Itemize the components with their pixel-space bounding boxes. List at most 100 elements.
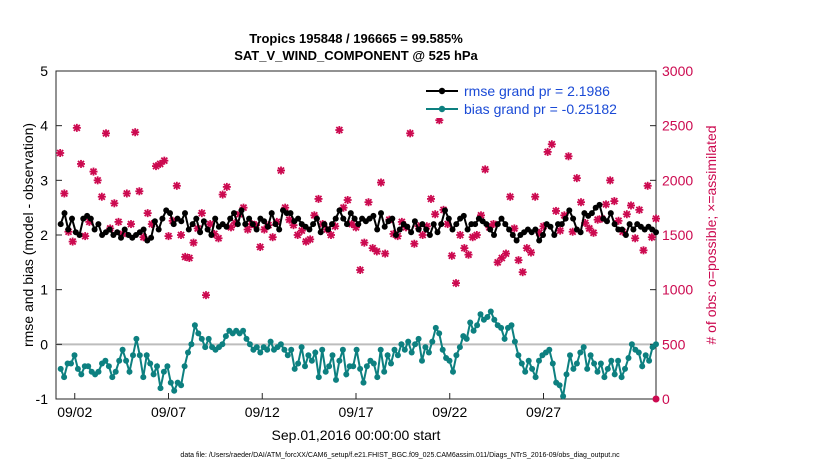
rmse-series (57, 201, 659, 244)
y-axis-right-label: # of obs: o=possible; ×=assimilated (703, 125, 719, 344)
rmse-point (506, 226, 513, 233)
bias-point (546, 346, 553, 353)
bias-point (615, 357, 622, 364)
rmse-point (87, 215, 94, 222)
bias-point (377, 346, 384, 353)
count-marker (218, 190, 227, 199)
bias-point (625, 355, 632, 361)
rmse-point (317, 229, 324, 236)
bias-point (119, 346, 126, 353)
bias-point (198, 335, 205, 342)
bias-point (628, 341, 635, 348)
rmse-point (193, 215, 200, 222)
bias-point (243, 335, 250, 342)
rmse-point (630, 226, 637, 233)
bias-point (191, 322, 198, 329)
count-marker (527, 248, 535, 257)
rmse-point (287, 210, 294, 217)
rmse-point (509, 232, 516, 238)
count-marker (343, 196, 352, 205)
rmse-point (453, 221, 460, 228)
count-marker (427, 194, 435, 203)
rmse-point (415, 226, 422, 233)
bias-point (549, 360, 556, 367)
bias-point (422, 344, 429, 351)
count-marker (481, 165, 490, 174)
rmse-point (502, 221, 509, 228)
data-file-footer: data file: /Users/raeder/DAI/ATM_forcXX/… (180, 452, 620, 459)
legend-box (420, 82, 645, 118)
rmse-point (114, 229, 121, 236)
bias-point (570, 365, 577, 372)
bias-point (518, 360, 525, 367)
x-tick-label: 09/17 (338, 404, 373, 420)
count-marker (327, 231, 335, 239)
rmse-point (566, 207, 573, 214)
bias-point (336, 357, 343, 364)
rmse-point (430, 221, 437, 228)
bias-point (136, 352, 143, 359)
bias-point (501, 335, 508, 342)
rmse-point (596, 201, 603, 208)
count-marker (497, 253, 506, 262)
count-marker (631, 234, 640, 243)
bias-point (532, 374, 539, 381)
bias-point (147, 360, 154, 367)
bias-point (95, 368, 102, 375)
x-tick-label: 09/07 (151, 404, 186, 420)
rmse-point (57, 221, 64, 228)
y-tick-label: 3 (40, 172, 48, 188)
count-marker (464, 250, 473, 259)
y-tick-label: 1 (40, 282, 48, 298)
bias-point (326, 363, 333, 370)
counts-series (56, 116, 660, 403)
rmse-point (185, 226, 192, 233)
rmse-point (76, 232, 83, 238)
rmse-point (91, 226, 98, 233)
count-marker (639, 246, 648, 255)
bias-point (246, 341, 253, 348)
bias-point (202, 344, 209, 351)
bias-point (484, 314, 491, 320)
count-marker (577, 198, 585, 207)
rmse-point (445, 215, 452, 222)
bias-point (133, 335, 140, 342)
rmse-point (347, 210, 354, 217)
count-marker (435, 116, 444, 125)
count-marker (256, 243, 265, 252)
bias-point (267, 338, 274, 345)
bias-point (85, 363, 92, 370)
count-marker (602, 200, 610, 209)
chart-title: Tropics 195848 / 196665 = 99.585% (249, 31, 463, 46)
count-marker (406, 129, 415, 138)
rmse-point (148, 234, 155, 241)
count-marker (610, 197, 619, 206)
count-marker (543, 147, 552, 156)
y-right-tick-label: 2000 (662, 172, 693, 188)
rmse-point (494, 221, 501, 228)
count-marker (77, 159, 85, 168)
bias-point (339, 346, 346, 353)
rmse-point (378, 210, 384, 217)
bias-point (560, 393, 567, 400)
y-tick-label: 2 (40, 227, 48, 243)
rmse-point (212, 215, 219, 222)
rmse-point (396, 226, 403, 233)
rmse-point (434, 229, 441, 236)
legend-rmse-marker (438, 87, 446, 95)
bias-point (374, 374, 381, 381)
x-axis: 09/02 09/07 09/12 09/17 09/22 09/27 (57, 393, 561, 420)
bias-point (295, 360, 302, 367)
count-marker (293, 231, 302, 239)
bias-point (308, 357, 315, 364)
count-marker (60, 189, 69, 198)
bias-point (164, 363, 171, 370)
bias-point (453, 352, 460, 359)
bias-point (635, 349, 642, 356)
rmse-point (253, 226, 260, 233)
x-tick-label: 09/02 (57, 404, 92, 420)
count-marker (68, 237, 77, 246)
bias-point (370, 360, 377, 367)
count-marker (110, 199, 119, 208)
count-marker (635, 205, 644, 214)
